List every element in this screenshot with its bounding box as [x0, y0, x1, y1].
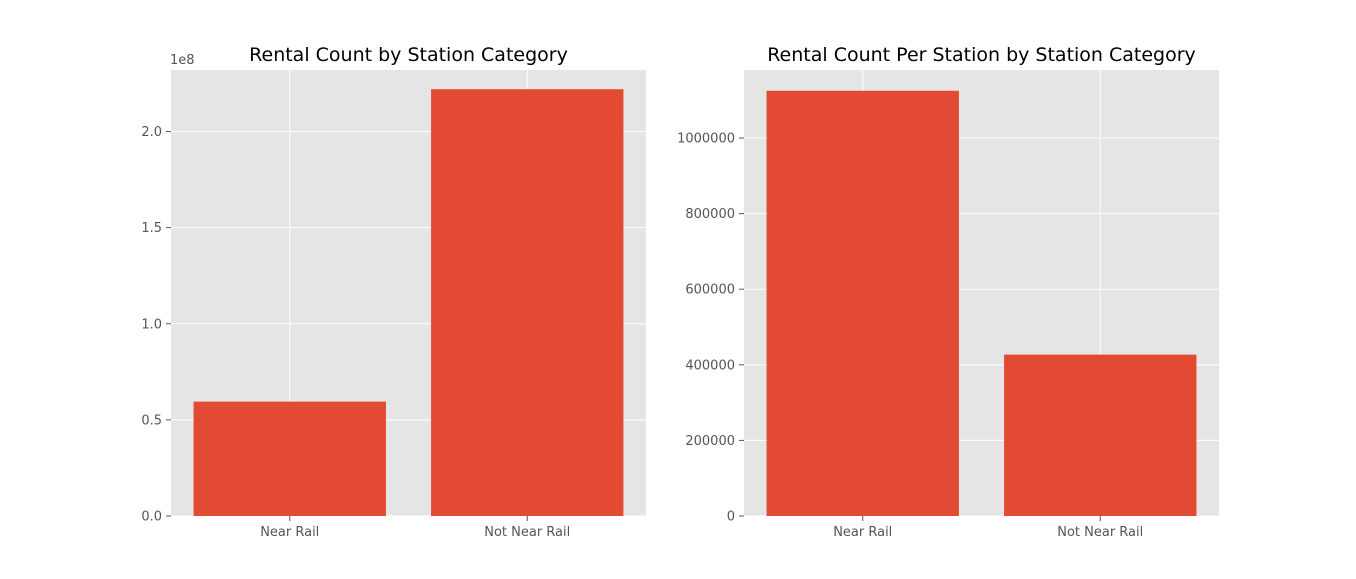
y-tick-label: 0.5 — [141, 413, 162, 428]
y-tick-label: 1.5 — [141, 221, 162, 236]
bar-not-near-rail — [1004, 354, 1197, 516]
chart-title: Rental Count by Station Category — [249, 44, 568, 66]
y-tick-label: 0 — [727, 510, 735, 525]
y-tick-label: 800000 — [685, 207, 735, 222]
y-tick-label: 200000 — [685, 434, 735, 449]
x-tick-label: Not Near Rail — [1057, 525, 1143, 540]
bars — [193, 89, 624, 517]
y-tick-label: 600000 — [685, 283, 735, 298]
x-tick-label: Near Rail — [833, 525, 892, 540]
bar-not-near-rail — [431, 89, 624, 517]
chart-rental-count: 0.0 0.5 1.0 1.5 2.0 Near Rail Not Near Rail Re… — [141, 44, 646, 540]
bars — [766, 90, 1197, 516]
y-tick-label: 1.0 — [141, 317, 162, 332]
y-tick-label: 400000 — [685, 358, 735, 373]
x-tick-label: Not Near Rail — [484, 525, 570, 540]
bar-near-rail — [193, 401, 386, 516]
axes: 0 200000 400000 600000 800000 1000000 Near Rai… — [677, 132, 1143, 540]
y-tick-label: 0.0 — [141, 510, 162, 525]
y-tick-label: 2.0 — [141, 125, 162, 140]
chart-title: Rental Count Per Station by Station Cate… — [767, 44, 1196, 66]
y-tick-label: 1000000 — [677, 132, 735, 147]
axes: 0.0 0.5 1.0 1.5 2.0 Near Rail Not Near Rail — [141, 125, 570, 540]
x-tick-label: Near Rail — [260, 525, 319, 540]
chart-rental-count-per-station: 0 200000 400000 600000 800000 1000000 Near Rai… — [677, 44, 1219, 540]
bar-near-rail — [766, 90, 959, 516]
y-offset-label: 1e8 — [170, 53, 195, 68]
